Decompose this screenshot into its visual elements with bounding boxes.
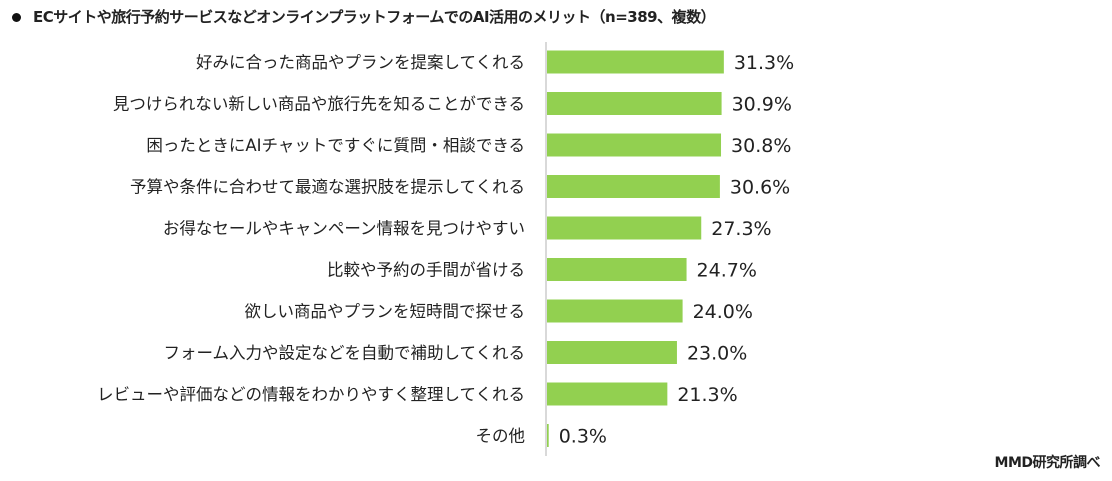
bullet-icon [12,13,21,22]
category-label: お得なセールやキャンペーン情報を見つけやすい [163,219,525,238]
bar [547,50,724,74]
category-label: その他 [476,427,526,446]
bar [547,424,549,447]
category-label: フォーム入力や設定などを自動で補助してくれる [163,344,525,363]
value-label: 30.9% [732,94,792,116]
bar [547,341,677,364]
category-label: 好みに合った商品やプランを提案してくれる [196,53,525,72]
value-label: 31.3% [734,52,794,74]
category-label: 欲しい商品やプランを短時間で探せる [245,302,526,321]
value-label: 24.0% [693,301,753,323]
bar [547,175,720,198]
bar [547,133,722,157]
category-label: 比較や予約の手間が省ける [327,261,525,280]
bar [547,382,668,406]
value-label: 30.6% [730,177,790,199]
value-label: 24.7% [697,260,757,282]
category-label: レビューや評価などの情報をわかりやすく整理してくれる [97,385,525,404]
value-label: 21.3% [677,384,737,406]
category-label: 見つけられない新しい商品や旅行先を知ることができる [113,95,525,114]
value-label: 30.8% [731,135,791,157]
value-label: 23.0% [687,343,747,365]
category-label: 困ったときにAIチャットですぐに質問・相談できる [146,136,525,155]
value-label: 27.3% [711,218,771,240]
source-credit: MMD研究所調べ [994,455,1101,471]
category-label: 予算や条件に合わせて最適な選択肢を提示してくれる [130,178,525,197]
bar [547,216,702,240]
chart-title: ECサイトや旅行予約サービスなどオンラインプラットフォームでのAI活用のメリット… [12,6,716,27]
value-label: 0.3% [559,426,607,448]
bar [547,258,687,281]
bar [547,92,722,115]
chart-title-text: ECサイトや旅行予約サービスなどオンラインプラットフォームでのAI活用のメリット… [33,8,716,26]
bar [547,299,683,323]
